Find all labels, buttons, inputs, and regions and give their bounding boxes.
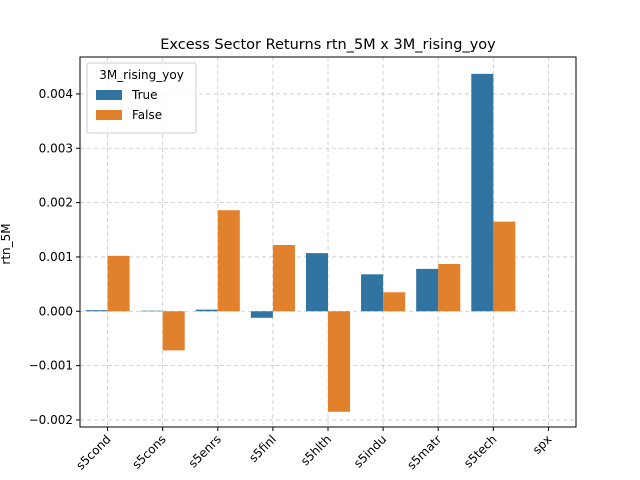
legend-label-false: False xyxy=(132,108,162,122)
bar-true-s5finl xyxy=(250,311,273,318)
y-tick-label: 0.004 xyxy=(39,87,73,101)
bar-true-s5cond xyxy=(85,310,108,312)
bar-true-s5enrs xyxy=(195,309,218,312)
x-tick-label: s5cons xyxy=(129,432,168,471)
bar-true-s5tech xyxy=(471,73,494,312)
y-axis-label: rtn_5M xyxy=(0,223,13,264)
y-tick-label: 0.001 xyxy=(39,250,73,264)
legend-swatch-false xyxy=(96,110,122,120)
legend-label-true: True xyxy=(131,88,158,102)
bar-false-s5hlth xyxy=(328,311,351,412)
bar-false-s5cons xyxy=(162,311,185,351)
x-tick-label: s5tech xyxy=(461,432,499,470)
bar-false-s5cond xyxy=(107,255,130,312)
bar-false-s5finl xyxy=(272,244,295,312)
bars xyxy=(85,73,516,412)
chart-title: Excess Sector Returns rtn_5M x 3M_rising… xyxy=(160,37,496,53)
bar-true-s5indu xyxy=(361,274,384,312)
y-tick-label: 0.003 xyxy=(39,141,73,155)
legend-title: 3M_rising_yoy xyxy=(99,68,184,82)
y-tick-label: 0.002 xyxy=(39,196,73,210)
bar-true-s5hlth xyxy=(305,253,328,312)
legend-swatch-true xyxy=(96,90,122,100)
x-tick-label: s5indu xyxy=(351,432,389,470)
bar-false-s5matr xyxy=(438,264,461,312)
bar-false-s5enrs xyxy=(217,210,240,312)
legend: 3M_rising_yoy True False xyxy=(86,62,197,134)
x-tick-label: s5finl xyxy=(246,432,279,465)
x-tick-label: s5hlth xyxy=(298,432,334,468)
bar-false-s5indu xyxy=(383,292,406,312)
x-tick-label: s5matr xyxy=(404,432,444,472)
x-tick-label: s5cond xyxy=(73,432,113,472)
x-tick-label: s5enrs xyxy=(186,432,224,470)
bar-false-s5tech xyxy=(493,221,516,312)
y-tick-label: −0.001 xyxy=(29,359,73,373)
legend-items: True False xyxy=(96,88,162,122)
bar-true-s5cons xyxy=(140,310,163,312)
x-tick-label: spx xyxy=(530,432,555,457)
y-tick-label: −0.002 xyxy=(29,413,73,427)
bar-true-s5matr xyxy=(416,268,439,312)
y-tick-label: 0.000 xyxy=(39,304,73,318)
